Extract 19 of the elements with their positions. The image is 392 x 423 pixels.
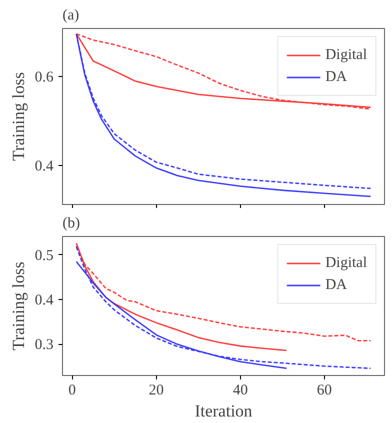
- legend-label: DA: [325, 276, 347, 294]
- line-series: [76, 246, 372, 370]
- y-tick-label: 0.3: [34, 337, 54, 354]
- y-tick-label: 0.5: [34, 248, 54, 264]
- x-axis-title: Iteration: [194, 402, 253, 420]
- legend-label: Digital: [325, 254, 367, 272]
- x-tick-label: 0: [68, 382, 76, 398]
- chart-title: (b): [62, 216, 80, 232]
- y-tick-label: 0.4: [34, 292, 54, 309]
- x-tick-label: 60: [316, 382, 332, 398]
- legend-label: Digital: [325, 46, 367, 64]
- x-tick-label: 20: [148, 382, 164, 398]
- x-tick-label: 40: [232, 382, 248, 398]
- y-axis-title: Training loss: [8, 262, 28, 350]
- y-tick-label: 0.4: [34, 158, 54, 175]
- chart-title: (a): [62, 8, 80, 24]
- y-axis-title: Training loss: [8, 72, 28, 161]
- y-tick-label: 0.6: [34, 70, 54, 86]
- legend-label: DA: [325, 68, 347, 86]
